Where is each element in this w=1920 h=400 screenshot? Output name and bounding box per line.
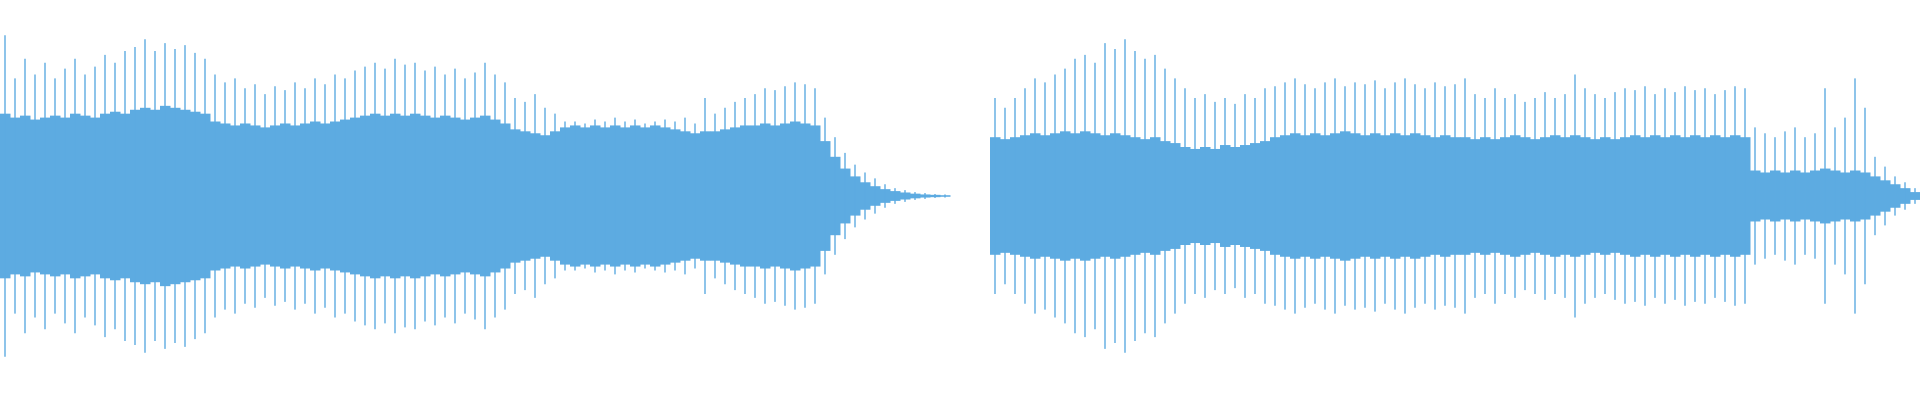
page: (() => { const data = JSON.parse(documen… [0,35,1920,357]
waveform [0,35,1920,357]
